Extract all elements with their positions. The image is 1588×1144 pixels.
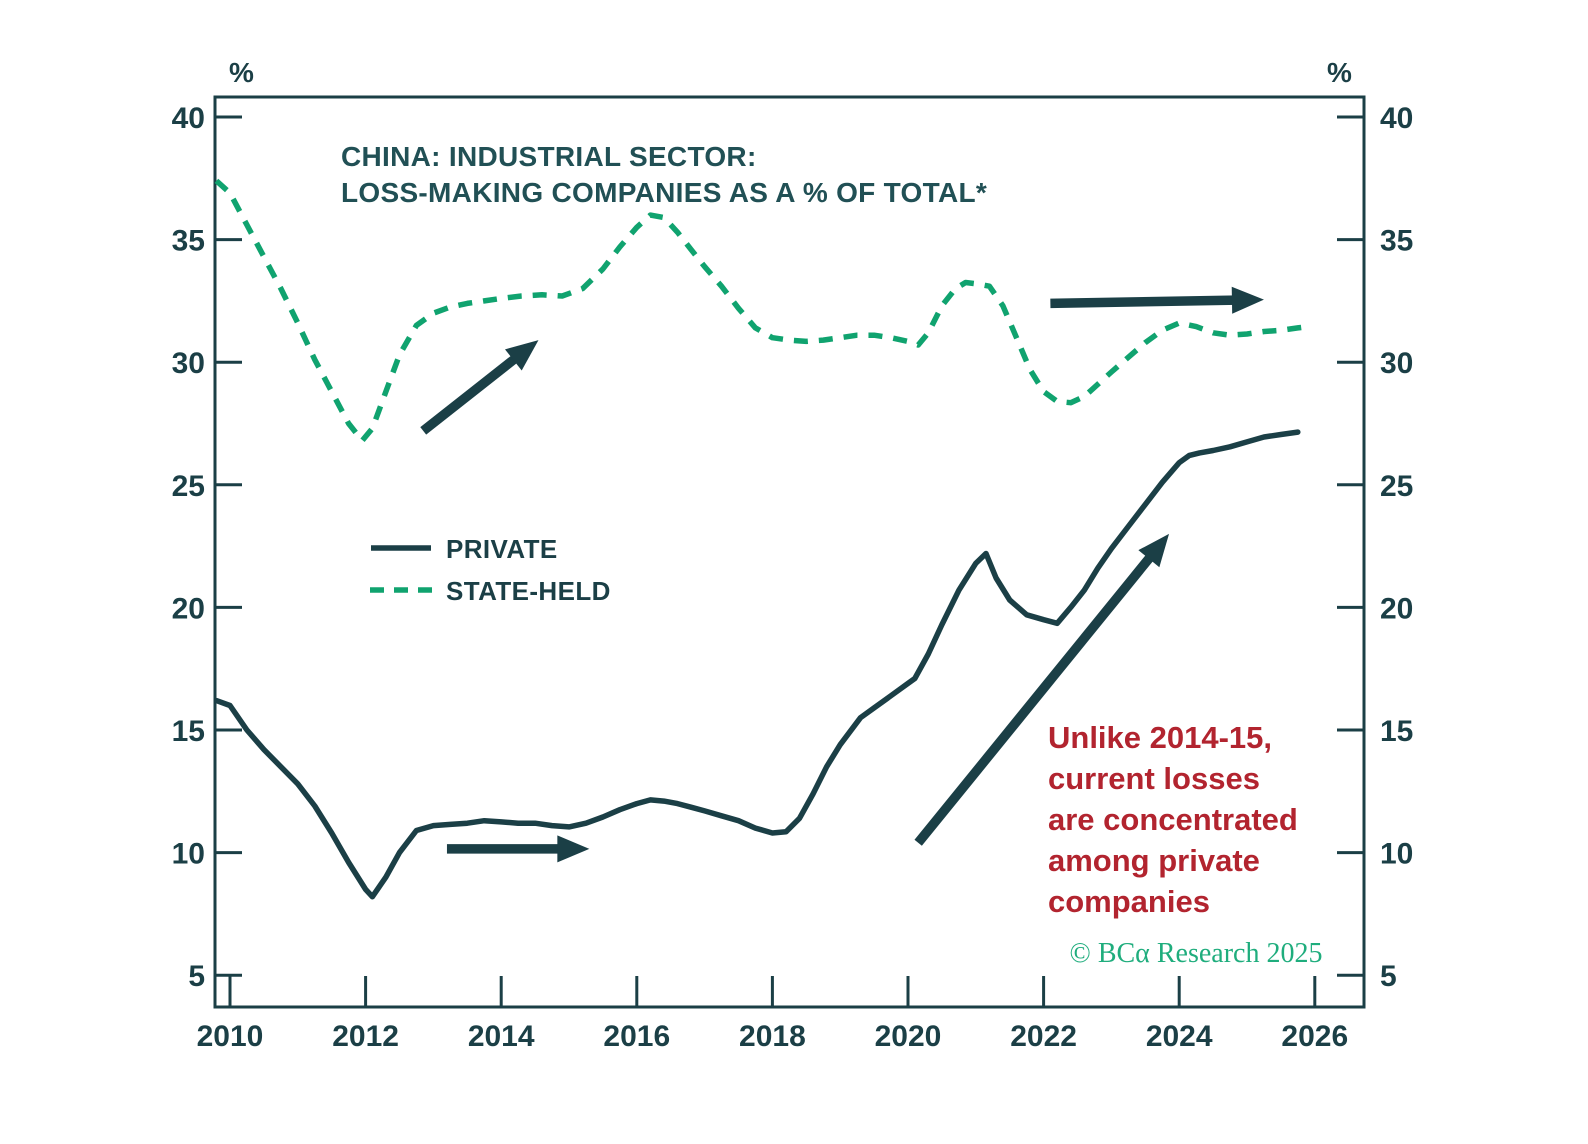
x-axis-label-2024: 2024: [1146, 1020, 1213, 1053]
x-axis-label-2026: 2026: [1281, 1020, 1348, 1053]
series-line-private: [213, 429, 1301, 900]
state-held-flat-arrow-head: [1231, 286, 1264, 314]
annotation-line-2: current losses: [1048, 761, 1260, 796]
y-axis-label-right-20: 20: [1380, 592, 1413, 625]
series-line-state-held: [214, 178, 1309, 444]
bca-research-credit: © BCα Research 2025: [1070, 938, 1323, 969]
annotation-line-1: Unlike 2014-15,: [1048, 720, 1272, 755]
y-axis-label-right-10: 10: [1380, 838, 1413, 871]
x-axis-label-2016: 2016: [603, 1020, 670, 1053]
y-axis-label-left-30: 30: [172, 347, 205, 380]
y-axis-label-left-10: 10: [172, 838, 205, 871]
y-axis-label-left-15: 15: [172, 715, 205, 748]
state-held-rise-arrow: [420, 353, 520, 435]
y-axis-label-right-40: 40: [1380, 102, 1413, 135]
private-flat-arrow-head: [557, 835, 590, 863]
chart-title-line-2: LOSS-MAKING COMPANIES AS A % OF TOTAL*: [341, 177, 987, 208]
y-axis-label-left-20: 20: [172, 592, 205, 625]
x-axis-label-2020: 2020: [875, 1020, 942, 1053]
x-axis-label-2012: 2012: [332, 1020, 399, 1053]
y-axis-unit-left: %: [229, 57, 254, 88]
state-held-rise-arrow-head: [504, 340, 539, 371]
y-axis-label-left-35: 35: [172, 225, 205, 258]
y-axis-label-right-15: 15: [1380, 715, 1413, 748]
y-axis-label-right-35: 35: [1380, 225, 1413, 258]
y-axis-label-left-40: 40: [172, 102, 205, 135]
legend-label-private: PRIVATE: [446, 534, 558, 564]
annotation-line-4: among private: [1048, 843, 1260, 878]
y-axis-label-left-25: 25: [172, 470, 205, 503]
y-axis-label-right-25: 25: [1380, 470, 1413, 503]
annotation-line-5: companies: [1048, 884, 1210, 919]
y-axis-label-right-30: 30: [1380, 347, 1413, 380]
x-axis-label-2022: 2022: [1010, 1020, 1077, 1053]
x-axis-label-2014: 2014: [468, 1020, 535, 1053]
private-surge-arrow: [914, 552, 1156, 846]
x-axis-label-2018: 2018: [739, 1020, 806, 1053]
legend-label-state-held: STATE-HELD: [446, 576, 611, 606]
y-axis-label-right-5: 5: [1380, 960, 1397, 993]
x-axis-label-2010: 2010: [197, 1020, 264, 1053]
private-surge-arrow-head: [1138, 533, 1170, 568]
y-axis-label-left-5: 5: [188, 960, 205, 993]
y-axis-unit-right: %: [1327, 57, 1352, 88]
annotation-private-losses: Unlike 2014-15, current losses are conce…: [1048, 720, 1298, 919]
chart-title-line-1: CHINA: INDUSTRIAL SECTOR:: [341, 141, 757, 172]
annotation-line-3: are concentrated: [1048, 802, 1298, 837]
state-held-flat-arrow: [1050, 295, 1237, 309]
plot-border: [213, 95, 1366, 1009]
legend: PRIVATE STATE-HELD: [370, 534, 611, 606]
